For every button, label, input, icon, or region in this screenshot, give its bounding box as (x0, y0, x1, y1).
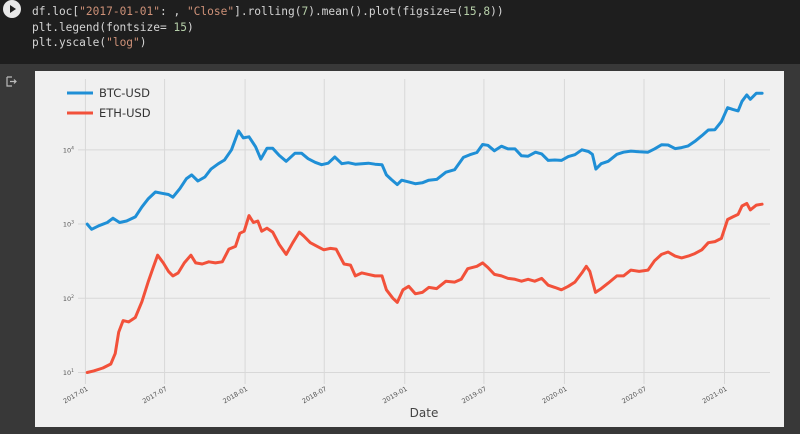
code-editor[interactable]: df.loc["2017-01-01": , "Close"].rolling(… (32, 4, 504, 51)
y-tick-exponent: 4 (71, 145, 74, 151)
code-token: ) (139, 36, 147, 50)
code-token: plt.yscale( (32, 36, 107, 50)
code-token: "Close" (186, 5, 235, 18)
plot-figure: 101 102 103 104 2017-01 2017-07 2018-01 2018-07… (35, 71, 784, 427)
code-token: )) (490, 5, 504, 18)
code-token: ].rolling( (234, 5, 302, 18)
code-token: ).mean().plot(figsize=( (308, 5, 464, 18)
x-tick-label: 2018-01 (222, 385, 250, 406)
y-tick-label: 103 (63, 220, 74, 229)
code-line: plt.legend(fontsize= 15) (32, 21, 194, 34)
code-token: "2017-01-01" (79, 5, 160, 18)
plot-area (78, 79, 770, 384)
play-circle-icon[interactable] (3, 0, 21, 18)
x-axis-label: Date (410, 406, 439, 420)
legend-label: BTC-USD (99, 86, 150, 100)
x-tick-label: 2019-07 (460, 385, 488, 406)
code-line: df.loc["2017-01-01": , "Close"].rolling(… (32, 5, 504, 18)
code-token: , (476, 5, 484, 18)
x-tick-label: 2021-01 (701, 385, 729, 406)
series-line-eth-usd (85, 201, 764, 374)
y-tick-label: 104 (63, 145, 74, 154)
x-tick-label: 2020-07 (620, 385, 648, 406)
code-token: 15 (173, 20, 187, 34)
code-token: : , (159, 5, 187, 18)
code-token: "log" (106, 36, 140, 50)
code-token: 15 (463, 5, 477, 18)
x-tick-label: 2020-01 (541, 385, 569, 406)
y-tick-label: 101 (63, 368, 74, 377)
code-token: 7 (301, 5, 309, 18)
y-tick-label: 102 (63, 294, 74, 303)
code-token: plt.legend(fontsize= (32, 20, 174, 34)
code-token: df.loc[ (32, 5, 80, 18)
code-cell[interactable]: df.loc["2017-01-01": , "Close"].rolling(… (0, 0, 800, 64)
code-token: ) (186, 20, 194, 34)
series-line-btc-usd (85, 91, 764, 231)
code-token: 8 (483, 5, 491, 18)
x-tick-label: 2017-01 (62, 385, 90, 406)
output-arrow-icon[interactable] (6, 76, 17, 87)
legend-label: ETH-USD (99, 106, 151, 120)
y-tick-exponent: 2 (71, 294, 74, 300)
line-chart: 101 102 103 104 2017-01 2017-07 2018-01 2018-07… (62, 79, 770, 420)
y-tick-exponent: 1 (71, 368, 74, 374)
y-tick-exponent: 3 (71, 220, 74, 226)
code-line: plt.yscale("log") (32, 36, 147, 49)
x-tick-label: 2017-07 (141, 385, 169, 406)
x-tick-label: 2018-07 (301, 385, 329, 406)
x-tick-label: 2019-01 (381, 385, 409, 406)
